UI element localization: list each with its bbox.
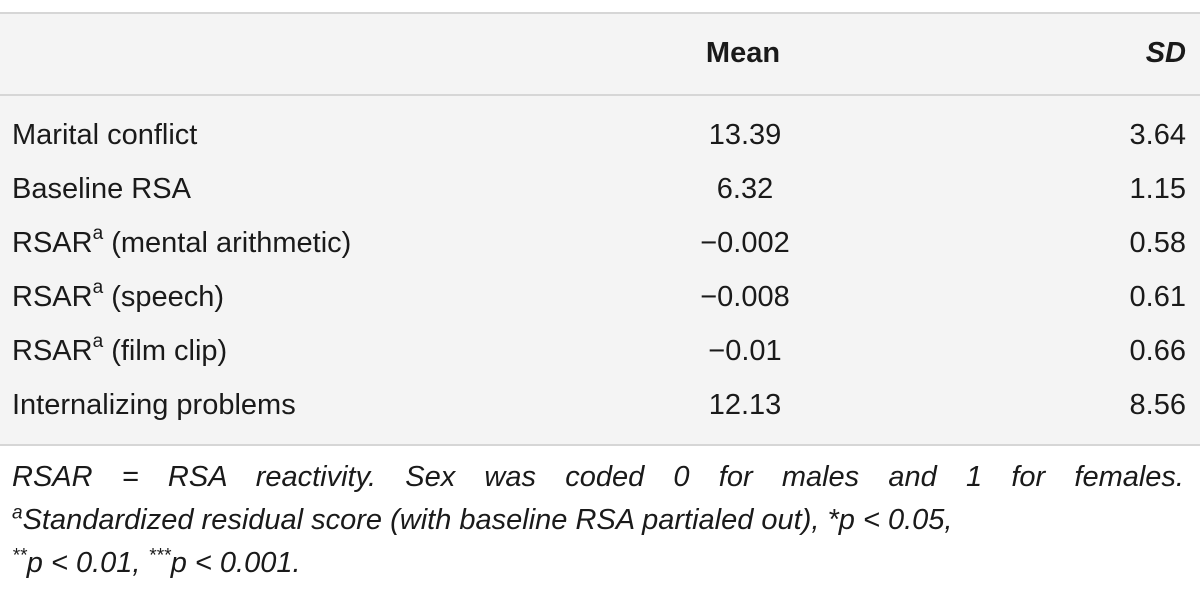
row-mean-value: −0.008 <box>700 281 790 313</box>
row-sd-value: 0.66 <box>1129 335 1186 367</box>
footnote-sup-double-star: ** <box>12 545 27 567</box>
table-footnote: RSAR = RSA reactivity. Sex was coded 0 f… <box>12 456 1184 585</box>
footnote-line-3-text-a: p < 0.01, <box>26 547 149 579</box>
row-mean-value: 13.39 <box>708 119 782 151</box>
row-sd-value: 8.56 <box>1129 389 1186 421</box>
row-label-text: Baseline RSA <box>12 173 191 205</box>
row-label-text: Internalizing problems <box>12 389 296 421</box>
row-label-suffix: (film clip) <box>103 335 228 367</box>
footnote-line-2: aStandardized residual score (with basel… <box>12 499 1184 542</box>
row-sd-value: 3.64 <box>1129 119 1186 151</box>
row-mean-value: 6.32 <box>716 173 774 205</box>
row-label-superscript: a <box>92 331 104 353</box>
header-sd: SD <box>1145 37 1186 69</box>
data-table: Mean SD Marital conflict 13.39 3.64 Baselin… <box>0 12 1200 446</box>
row-label-suffix: (speech) <box>103 281 225 313</box>
footnote-sup-triple-star: *** <box>148 545 171 567</box>
row-label-text: RSAR <box>12 335 93 367</box>
footnote-line-1: RSAR = RSA reactivity. Sex was coded 0 f… <box>12 461 1184 493</box>
row-label-text: RSAR <box>12 227 93 259</box>
header-mean: Mean <box>705 37 781 69</box>
row-label-superscript: a <box>92 223 104 245</box>
row-sd-value: 0.58 <box>1129 227 1186 259</box>
row-label-text: RSAR <box>12 281 93 313</box>
row-mean-value: 12.13 <box>708 389 782 421</box>
row-mean-value: −0.002 <box>700 227 790 259</box>
row-label: RSARa (mental arithmetic) <box>12 223 352 260</box>
row-label: Internalizing problems <box>12 388 296 422</box>
row-label-suffix: (mental arithmetic) <box>103 227 352 259</box>
row-label: Marital conflict <box>12 118 197 152</box>
footnote-sup-a: a <box>12 502 23 524</box>
row-label: RSARa (film clip) <box>12 331 228 368</box>
row-label: RSARa (speech) <box>12 277 225 314</box>
footnote-line-3-text-b: p < 0.001. <box>170 547 301 579</box>
row-label-superscript: a <box>92 277 104 299</box>
row-mean-value: −0.01 <box>708 335 782 367</box>
row-sd-value: 0.61 <box>1129 281 1186 313</box>
row-sd-value: 1.15 <box>1129 173 1186 205</box>
footnote-line-3: **p < 0.01, ***p < 0.001. <box>12 542 1184 585</box>
row-label: Baseline RSA <box>12 172 191 206</box>
header-divider <box>0 94 1200 96</box>
row-label-text: Marital conflict <box>12 119 198 151</box>
footnote-line-2-text: Standardized residual score (with baseli… <box>22 504 953 536</box>
